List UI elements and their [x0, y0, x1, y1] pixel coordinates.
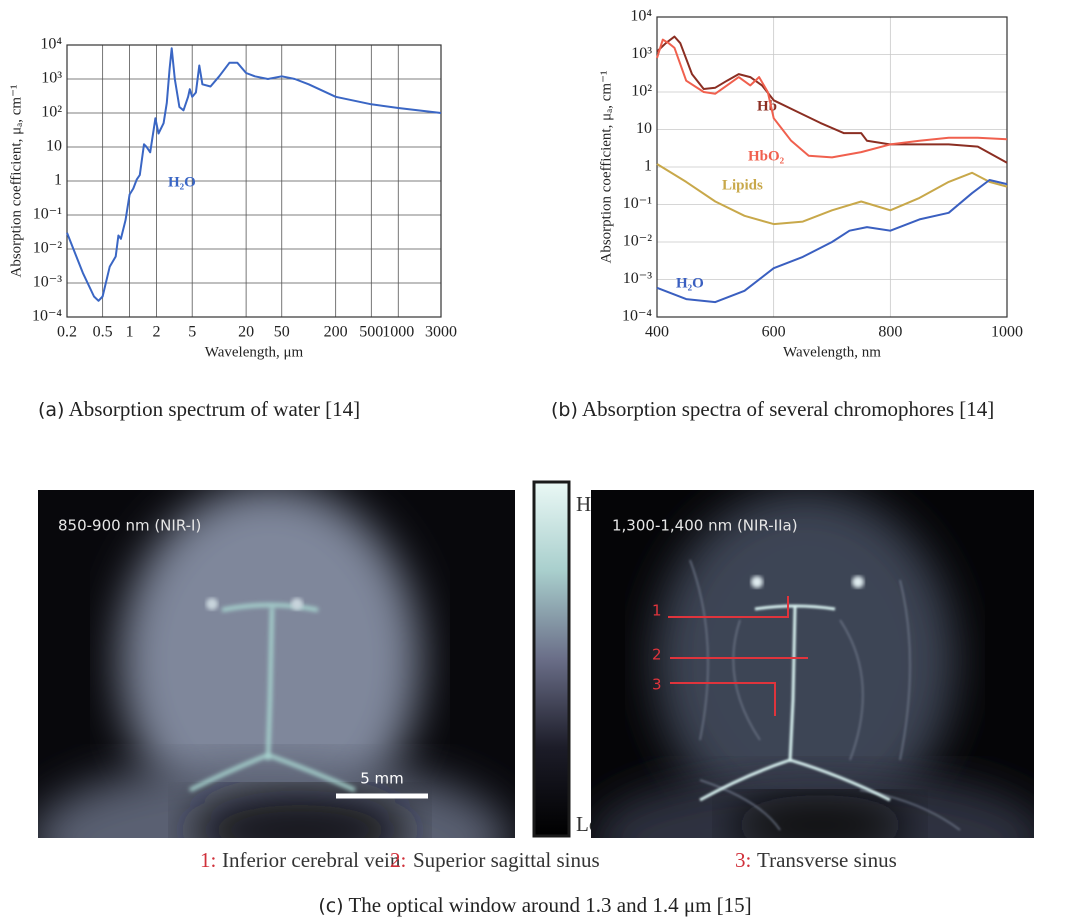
x-tick-label: 1	[126, 324, 134, 341]
x-tick-label: 2	[153, 324, 161, 341]
vessel	[754, 604, 836, 611]
shadow	[190, 790, 410, 838]
body-glow	[591, 770, 1034, 838]
y-tick-label: 10³	[631, 45, 652, 62]
vessel	[221, 603, 319, 612]
x-tick-label: 1000	[382, 324, 414, 341]
series-line	[656, 38, 1008, 159]
y-tick-label: 10⁴	[630, 8, 652, 25]
series-label: Lipids	[722, 177, 763, 193]
y-tick-label: 1	[54, 172, 62, 189]
x-tick-label: 50	[274, 324, 290, 341]
y-tick-label: 10⁻²	[623, 233, 652, 250]
marker-label: 3	[652, 676, 662, 694]
marker-lines	[668, 596, 808, 716]
colorbar	[532, 480, 571, 838]
vessel	[699, 758, 891, 802]
eye	[291, 598, 303, 610]
y-tick-label: 10⁻³	[623, 270, 652, 287]
y-tick-label: 10⁻¹	[33, 206, 62, 223]
nir-iia-image	[591, 490, 1034, 838]
image-label: 850-900 nm (NIR-I)	[58, 517, 201, 535]
caption-c: (c) The optical window around 1.3 and 1.…	[0, 890, 1070, 921]
legend-text: Transverse sinus	[757, 848, 897, 872]
caption-label: (b)	[551, 399, 578, 421]
scale-bar-label: 5 mm	[360, 770, 404, 788]
shadow	[730, 795, 910, 838]
series-label: H₂O	[676, 275, 704, 291]
marker-label: 1	[652, 602, 662, 620]
vessel	[189, 753, 356, 792]
plot-frame	[66, 44, 442, 318]
x-tick-label: 3000	[425, 324, 457, 341]
vessel	[689, 559, 961, 831]
thin-vessels	[689, 559, 961, 831]
x-tick-label: 600	[762, 324, 786, 341]
y-tick-label: 10	[46, 138, 62, 155]
marker-line	[668, 596, 789, 618]
y-tick-label: 10⁻²	[33, 240, 62, 257]
x-tick-label: 0.5	[93, 324, 113, 341]
caption-b: (b) Absorption spectra of several chromo…	[551, 394, 1037, 425]
y-tick-label: 10⁻⁴	[622, 308, 652, 325]
image-label: 1,300-1,400 nm (NIR-IIa)	[612, 517, 798, 535]
x-tick-label: 800	[878, 324, 902, 341]
x-tick-label: 20	[238, 324, 254, 341]
marker-label: 2	[652, 646, 662, 664]
caption-a: (a) Absorption spectrum of water [14]	[38, 394, 360, 425]
y-axis-label: Absorption coefficient, μₐ, cm⁻¹	[598, 71, 614, 264]
vessels	[699, 604, 891, 802]
x-axis-label: Wavelength, nm	[783, 344, 881, 360]
plot-frame	[656, 16, 1008, 318]
x-tick-label: 400	[645, 324, 669, 341]
series-label: H₂O	[168, 174, 196, 190]
vessel	[788, 606, 797, 763]
series-line	[66, 47, 442, 302]
legend-key: 3:	[735, 848, 751, 872]
eye	[852, 576, 864, 588]
series-label: Hb	[757, 98, 777, 114]
series-line	[656, 163, 1008, 226]
y-tick-label: 10⁻¹	[623, 195, 652, 212]
y-tick-label: 10³	[41, 70, 62, 87]
x-axis-label: Wavelength, μm	[205, 344, 304, 360]
legend-text: Superior sagittal sinus	[413, 848, 600, 872]
caption-label: (a)	[38, 399, 65, 421]
y-tick-label: 10⁻³	[33, 274, 62, 291]
x-tick-label: 500	[359, 324, 383, 341]
vessels	[189, 603, 356, 792]
nir-i-image	[38, 490, 515, 838]
y-tick-label: 10²	[41, 104, 62, 121]
y-tick-label: 10⁻⁴	[32, 308, 62, 325]
legend-key: 2:	[390, 848, 406, 872]
y-tick-label: 10⁴	[40, 36, 62, 53]
eye	[751, 576, 763, 588]
y-axis-label: Absorption coefficient, μₐ, cm⁻¹	[8, 85, 24, 278]
y-tick-label: 10²	[631, 83, 652, 100]
eye	[206, 598, 218, 610]
legend-text: Inferior cerebral vein	[222, 848, 401, 872]
legend-key: 1:	[200, 848, 216, 872]
caption-text: Absorption spectrum of water [14]	[68, 397, 361, 421]
marker-line	[670, 682, 776, 716]
y-tick-label: 1	[644, 158, 652, 175]
x-tick-label: 0.2	[57, 324, 77, 341]
series-line	[656, 179, 1008, 304]
caption-text: Absorption spectra of several chromophor…	[581, 397, 995, 421]
y-tick-label: 10	[636, 120, 652, 137]
x-tick-label: 5	[188, 324, 196, 341]
head-glow	[655, 490, 955, 830]
x-tick-label: 1000	[991, 324, 1023, 341]
series-label: HbO₂	[748, 148, 785, 164]
caption-label: (c)	[318, 895, 344, 917]
vessel	[266, 607, 274, 761]
caption-text: The optical window around 1.3 and 1.4 μm…	[348, 893, 752, 917]
x-tick-label: 200	[324, 324, 348, 341]
